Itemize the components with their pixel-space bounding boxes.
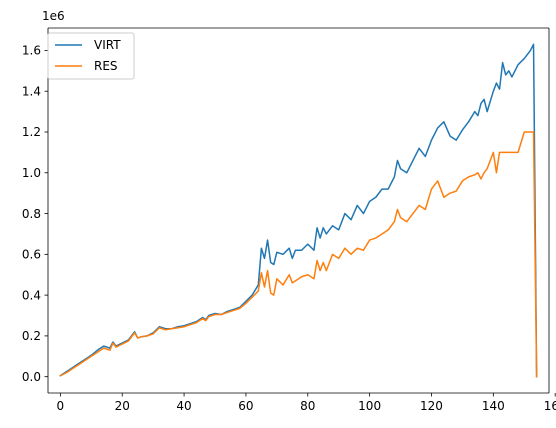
y-tick-label: 0.2 [22, 329, 41, 343]
x-tick-label: 40 [176, 399, 191, 413]
y-tick-label: 1.2 [22, 125, 41, 139]
y-tick-label: 0.6 [22, 248, 41, 262]
legend-label-res: RES [94, 59, 118, 73]
series-line-res [59, 131, 538, 378]
x-tick-label: 140 [482, 399, 505, 413]
series-layer [59, 43, 538, 378]
y-tick-label: 0.4 [22, 288, 41, 302]
legend: VIRT RES [47, 32, 135, 80]
axes-layer [47, 27, 550, 394]
x-tick-label: 80 [300, 399, 315, 413]
x-tick-label: 20 [115, 399, 130, 413]
x-tick-label: 100 [358, 399, 381, 413]
x-tick-label: 120 [420, 399, 443, 413]
legend-frame [47, 32, 135, 80]
x-tick-label: 0 [57, 399, 65, 413]
x-tick-label: 160 [544, 399, 556, 413]
x-tick-label: 60 [238, 399, 253, 413]
legend-label-virt: VIRT [94, 38, 121, 52]
y-tick-label: 1.4 [22, 84, 41, 98]
y-offset-label: 1e6 [42, 9, 65, 23]
x-axis-ticks: 0 20 40 60 80 100 120 140 160 [57, 393, 556, 413]
y-tick-label: 1.6 [22, 44, 41, 58]
y-tick-label: 0.0 [22, 370, 41, 384]
y-tick-label: 0.8 [22, 207, 41, 221]
y-tick-label: 1.0 [22, 166, 41, 180]
y-axis-ticks: 0.0 0.2 0.4 0.6 0.8 1.0 1.2 1.4 1.6 [22, 44, 48, 384]
series-line-virt [59, 43, 538, 378]
